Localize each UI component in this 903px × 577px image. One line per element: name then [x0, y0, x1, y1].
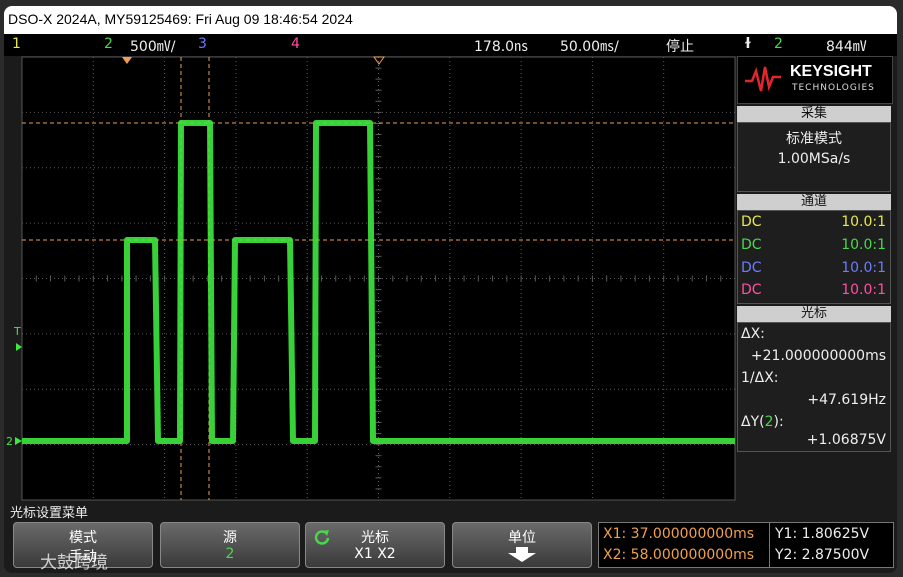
acquire-header: 采集 — [737, 106, 891, 122]
y2-readout: Y2: 2.87500V — [775, 547, 870, 563]
dx-label: ΔX: — [741, 326, 765, 342]
softkey-value: X1 X2 — [354, 546, 396, 562]
dy-value: +1.06875V — [806, 432, 886, 448]
run-state: 停止 — [666, 39, 694, 55]
softkey-value: 2 — [225, 546, 235, 562]
trigger-source: 2 — [774, 36, 783, 52]
logo-box: KEYSIGHT TECHNOLOGIES — [737, 56, 893, 104]
dy-channel: 2 — [764, 414, 774, 430]
ch4-label: 4 — [291, 36, 300, 52]
dy-prefix: ΔY( — [741, 414, 765, 430]
trigger-level-marker: T — [13, 325, 21, 338]
ground-arrow — [15, 437, 22, 445]
cursors-header: 光标 — [737, 306, 891, 322]
softkey-mode[interactable]: 模式 手动 — [13, 522, 153, 568]
graticule: T 2 — [6, 56, 736, 501]
ch1-probe: 10.0:1 — [841, 214, 886, 230]
cursor-readouts: X1: 37.000000000ms X2: 58.000000000ms Y1… — [598, 522, 894, 568]
softkey-label: 源 — [223, 530, 237, 546]
inv-dx-value: +47.619Hz — [807, 392, 886, 408]
acquire-box: 标准模式 1.00MSa/s — [737, 122, 891, 192]
softkey-source[interactable]: 源 2 — [160, 522, 300, 568]
sample-rate: 1.00MSa/s — [777, 151, 851, 167]
logo-brand: KEYSIGHT — [790, 63, 872, 80]
acquire-mode: 标准模式 — [786, 131, 842, 147]
dy-label: ΔY(2): — [741, 414, 784, 430]
ch1-coupling: DC — [741, 214, 762, 230]
softkey-label: 光标 — [361, 530, 389, 546]
side-panel: KEYSIGHT TECHNOLOGIES 采集 标准模式 1.00MSa/s … — [737, 56, 893, 502]
trigger-icon: ɫ — [744, 36, 752, 52]
knob-icon — [314, 530, 330, 545]
cursors-box: ΔX: +21.000000000ms 1/ΔX: +47.619Hz ΔY(2… — [737, 322, 891, 452]
title-bar: DSO-X 2024A, MY59125469: Fri Aug 09 18:4… — [4, 6, 897, 34]
softkey-label: 模式 — [69, 530, 97, 546]
title: DSO-X 2024A, MY59125469: Fri Aug 09 18:4… — [8, 11, 353, 27]
y1-readout: Y1: 1.80625V — [775, 526, 870, 542]
ground-marker: 2 — [6, 435, 13, 448]
channels-header: 通道 — [737, 194, 891, 210]
channels-box: DC 10.0:1 DC 10.0:1 DC 10.0:1 DC 10.0:1 — [737, 210, 891, 304]
trigger-level: 844㎷ — [826, 39, 867, 55]
x1-readout: X1: 37.000000000ms — [603, 526, 755, 542]
down-arrow — [508, 547, 536, 562]
ch3-coupling: DC — [741, 260, 762, 276]
delay-marker — [373, 56, 385, 65]
ch4-coupling: DC — [741, 282, 762, 298]
divider — [769, 523, 770, 567]
time-delay: 178.0㎱ — [474, 39, 529, 55]
ch3-label: 3 — [198, 36, 207, 52]
time-scale: 50.00㎳/ — [560, 39, 619, 55]
scope-window: DSO-X 2024A, MY59125469: Fri Aug 09 18:4… — [4, 6, 897, 573]
ch3-probe: 10.0:1 — [841, 260, 886, 276]
menu-title: 光标设置菜单 — [10, 506, 89, 521]
ch2-coupling: DC — [741, 237, 762, 253]
softkey-units[interactable]: 单位 — [452, 522, 592, 568]
ch2-waveform — [22, 120, 735, 444]
trigger-arrow — [16, 343, 22, 351]
logo-sub: TECHNOLOGIES — [792, 83, 875, 93]
trigger-position-marker — [122, 57, 132, 64]
ch1-label: 1 — [12, 36, 21, 52]
softkey-cursors[interactable]: 光标 X1 X2 — [305, 522, 445, 568]
status-bar: 1 2 500㎷/ 3 4 178.0㎱ 50.00㎳/ 停止 ɫ 2 844㎷ — [4, 34, 897, 56]
ch2-probe: 10.0:1 — [841, 237, 886, 253]
ch4-probe: 10.0:1 — [841, 282, 886, 298]
x2-readout: X2: 58.000000000ms — [603, 547, 755, 563]
dx-value: +21.000000000ms — [750, 348, 886, 364]
dy-suffix: ): — [773, 414, 784, 430]
inv-dx-label: 1/ΔX: — [741, 370, 779, 386]
softkey-label: 单位 — [508, 530, 536, 546]
watermark: 大鼓跨境 — [40, 553, 108, 573]
grid — [22, 57, 735, 500]
ch2-scale: 500㎷/ — [130, 39, 176, 55]
logo-wave — [745, 66, 781, 92]
ch2-label: 2 — [104, 36, 113, 52]
softkey-value: 手动 — [69, 549, 97, 565]
